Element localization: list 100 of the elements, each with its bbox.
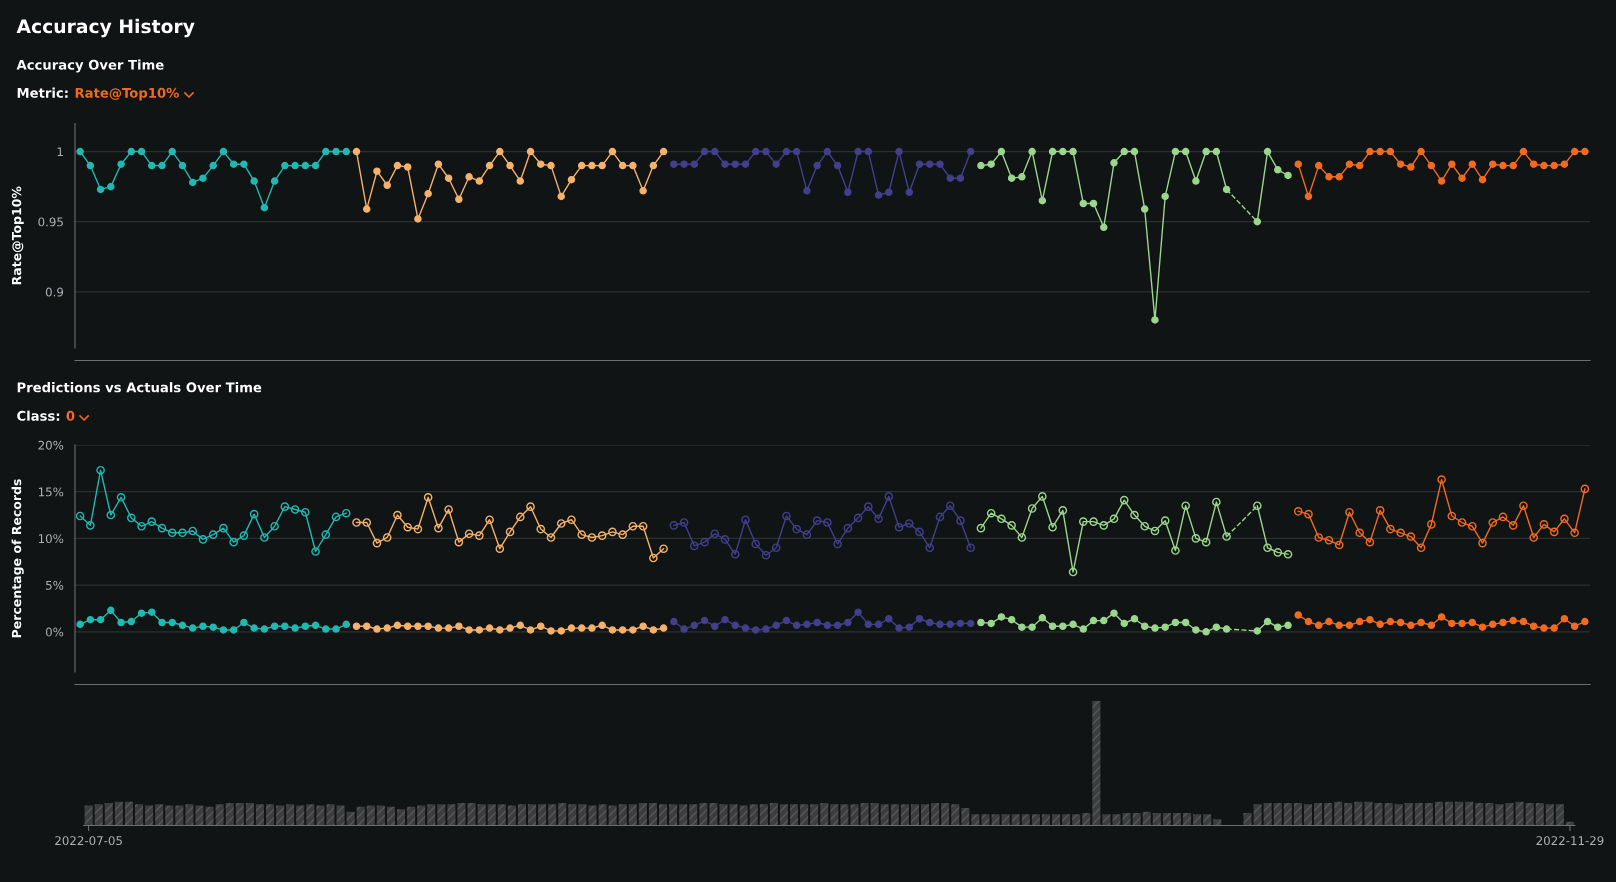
bar [1052,814,1061,826]
point [127,617,136,626]
point [1181,618,1190,627]
point [1345,507,1354,517]
point [1171,546,1180,555]
point [322,147,330,156]
point [537,160,545,168]
point [1110,159,1118,167]
point [1048,147,1057,156]
point [894,522,904,532]
point [1089,517,1098,526]
point [588,624,596,632]
point [1212,623,1221,631]
bar [155,804,164,826]
point [649,626,658,634]
bar [427,804,436,826]
bar [84,805,93,826]
point [628,521,638,531]
bar [215,804,224,826]
bar [1283,803,1292,826]
bar [538,804,547,826]
bar [729,804,738,826]
point [1191,534,1201,543]
point [823,621,832,630]
bar [497,804,506,826]
bar [951,804,960,826]
point [854,608,862,616]
point [925,543,935,553]
bar [588,805,597,826]
point [1529,622,1538,630]
point [260,533,269,542]
point [331,512,341,522]
point [393,510,402,520]
point [812,516,822,525]
point [1048,622,1057,630]
point [915,615,924,623]
text: Accuracy History [16,18,195,38]
point [864,147,873,156]
bar [1303,804,1312,826]
point [557,192,565,201]
point [997,147,1006,156]
point [649,553,658,563]
point [1089,199,1098,208]
point [1028,623,1036,631]
point [1079,199,1088,208]
point [1151,316,1159,324]
point [1365,537,1375,547]
point [1468,618,1477,627]
x-tick-label: 2022-11-29 [1536,836,1604,846]
point [853,513,863,523]
point [1078,517,1088,526]
bar [719,804,728,826]
point [977,161,985,170]
bar [1092,700,1101,826]
point [311,621,320,630]
point [1376,620,1384,629]
point [464,529,474,539]
point [904,519,914,528]
point [1304,617,1313,626]
bar [1555,804,1564,826]
point [997,613,1006,621]
point [342,147,351,156]
point [1130,510,1139,520]
point [1171,618,1180,627]
point [1570,147,1579,156]
bar [165,805,174,826]
point [1038,196,1047,205]
point [1273,548,1283,557]
bar [880,804,889,826]
bar [1455,801,1464,826]
point [1212,497,1221,507]
point [1570,622,1579,630]
point [1027,504,1037,513]
point [1099,521,1109,530]
point [1396,528,1405,538]
point [1212,147,1221,156]
bar [1263,803,1272,826]
point [393,621,402,630]
point [1335,173,1343,181]
point [260,203,269,212]
point [761,550,771,560]
point [158,161,166,170]
chart-title: Accuracy Over Time [16,59,164,73]
point [1058,506,1068,515]
bar [386,806,395,826]
point [362,205,371,213]
point [874,620,883,629]
bar [467,803,476,826]
point [762,625,770,633]
point [1304,192,1313,201]
point [240,160,248,168]
point [126,513,136,523]
point [1059,147,1067,156]
y-tick-label: 20% [38,440,64,450]
point [1355,528,1364,538]
point [885,188,893,197]
point [986,508,996,518]
point [772,621,780,630]
point [270,521,279,531]
point [618,530,627,539]
